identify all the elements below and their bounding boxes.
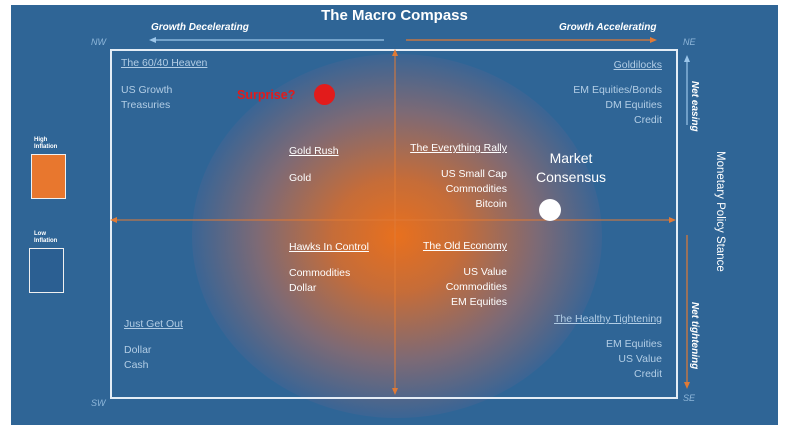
compass-ne: NE [683,37,696,47]
growth-decelerating-label: Growth Decelerating [151,22,249,33]
market-consensus-label: Market Consensus [535,150,607,185]
accelerating-arrowhead [650,37,657,43]
list-item: Dollar [124,344,152,356]
quadrant-title: The Healthy Tightening [554,313,662,325]
quadrant-title: Goldilocks [613,59,662,71]
vertical-axis-top-head [392,49,398,56]
list-item: Cash [124,359,149,371]
list-item: EM Equities [450,296,507,308]
list-item: US Value [463,266,507,278]
growth-accelerating-label: Growth Accelerating [559,22,657,33]
list-item: Credit [633,114,662,126]
decelerating-arrowhead [149,37,156,43]
quadrant-se-inner: The Old Economy US Value Commodities EM … [391,240,507,310]
quadrant-title: The Old Economy [422,240,507,252]
list-item: Commodities [445,183,507,195]
compass-nw: NW [91,37,106,47]
quadrant-se-outer: The Healthy Tightening EM Equities US Va… [511,313,662,382]
list-item: Gold [289,172,312,184]
legend-high-swatch [31,154,66,199]
list-item: US Small Cap [441,168,507,180]
quadrant-title: Gold Rush [289,145,339,157]
page-title: The Macro Compass [321,7,468,24]
quadrant-ne-outer: Goldilocks EM Equities/Bonds DM Equities… [531,59,662,128]
list-item: Treasuries [121,99,171,111]
compass-canvas: The Macro Compass Growth Decelerating Gr… [11,5,778,425]
net-tightening-label: Net tightening [689,302,700,370]
quadrant-sw-outer: Just Get Out Dollar Cash [124,318,183,373]
list-item: EM Equities [605,338,662,350]
legend-low-swatch [29,248,64,293]
list-item: US Value [618,353,662,365]
legend-high-label: High Inflation [34,137,58,150]
quadrant-nw-outer: The 60/40 Heaven US Growth Treasuries [121,57,207,113]
horizontal-axis-right-head [669,217,676,223]
quadrant-title: Just Get Out [124,318,183,330]
list-item: EM Equities/Bonds [573,84,662,96]
arrows-layer [149,37,690,389]
compass-frame [110,49,678,399]
quadrant-title: Hawks In Control [289,241,369,253]
quadrant-title: The 60/40 Heaven [121,57,208,69]
list-item: Commodities [289,267,351,279]
list-item: Credit [633,368,662,380]
list-item: DM Equities [605,99,662,111]
surprise-label: Surprise? [237,88,296,102]
consensus-dot [539,199,561,221]
easing-arrowhead [684,55,690,62]
quadrant-sw-inner: Hawks In Control Commodities Dollar [289,241,369,296]
vertical-axis-bottom-head [392,388,398,395]
list-item: Dollar [289,282,317,294]
quadrant-ne-inner: The Everything Rally US Small Cap Commod… [391,142,507,212]
legend-low-label: Low Inflation [34,231,58,244]
quadrant-nw-inner: Gold Rush Gold [289,145,339,186]
list-item: US Growth [121,84,173,96]
horizontal-axis-left-head [110,217,117,223]
crosshair-layer [110,49,676,395]
list-item: Commodities [445,281,507,293]
quadrant-title: The Everything Rally [410,142,507,154]
inflation-glow [192,54,602,418]
tightening-arrowhead [684,382,690,389]
net-easing-label: Net easing [689,81,700,132]
monetary-policy-label: Monetary Policy Stance [714,151,726,272]
compass-sw: SW [91,398,106,408]
surprise-dot [314,84,335,105]
list-item: Bitcoin [475,198,507,210]
compass-se: SE [683,393,696,403]
